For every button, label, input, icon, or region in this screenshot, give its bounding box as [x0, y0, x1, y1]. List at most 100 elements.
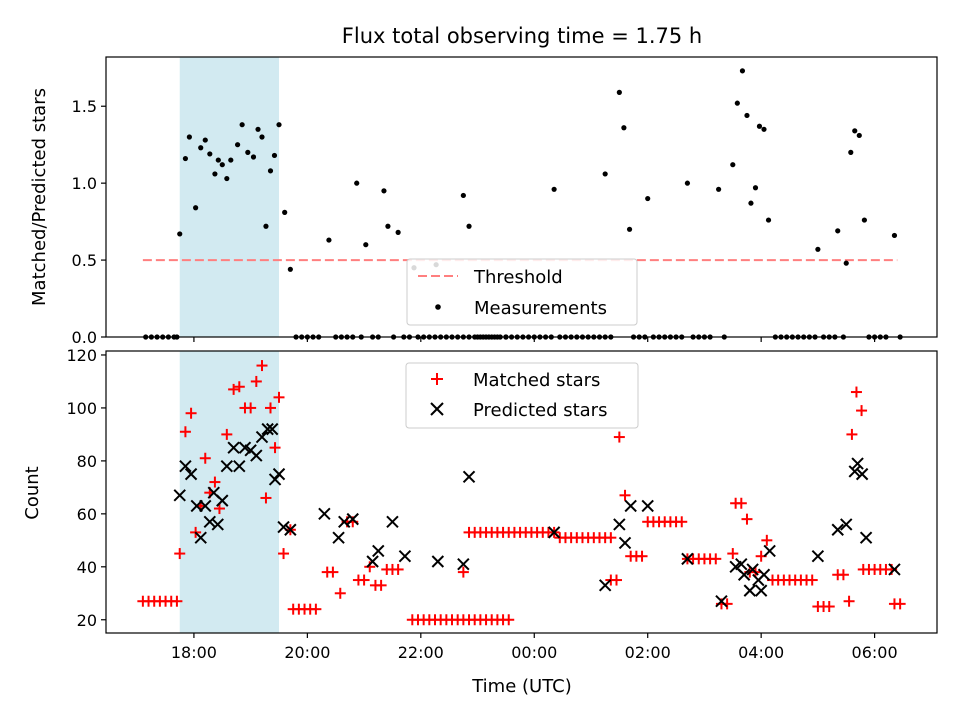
matched-star-point — [273, 391, 285, 403]
predicted-star-point — [272, 467, 286, 481]
top-chart-title: Flux total observing time = 1.75 h — [342, 24, 702, 48]
predicted-star-point — [613, 518, 626, 531]
measurement-point — [186, 134, 192, 140]
matched-star-point — [735, 497, 747, 509]
predicted-star-point — [681, 552, 694, 566]
matched-star-point — [806, 574, 818, 586]
bottom-plot-frame — [105, 350, 938, 634]
predicted-star-point — [598, 579, 612, 592]
measurement-point — [602, 171, 608, 177]
measurement-point — [856, 132, 862, 139]
measurement-point — [734, 100, 740, 106]
measurement-point — [466, 223, 472, 229]
matched-star-point — [823, 601, 835, 613]
matched-star-point — [310, 603, 322, 615]
measurement-point — [263, 223, 269, 229]
measurement-point — [224, 175, 230, 182]
measurement-point — [835, 228, 841, 234]
measurement-point — [848, 149, 854, 155]
matched-star-point — [213, 503, 225, 515]
predicted-star-point — [255, 430, 269, 444]
predicted-star-point — [277, 520, 290, 534]
matched-star-point — [727, 548, 739, 560]
predicted-star-point — [318, 507, 331, 521]
predicted-star-point — [462, 470, 476, 483]
measurement-point — [202, 137, 208, 143]
measurement-point — [460, 192, 466, 199]
predicted-star-point — [227, 441, 240, 454]
predicted-star-point — [624, 499, 637, 513]
x-tick-label: 22:00 — [398, 643, 444, 662]
legend-measurements-label: Measurements — [474, 298, 607, 319]
top-y-axis-label: Matched/Predicted stars — [29, 88, 50, 306]
matched-star-point — [619, 489, 631, 501]
predicted-star-point — [715, 595, 728, 608]
matched-star-point — [636, 550, 648, 562]
measurement-point — [684, 180, 691, 186]
matched-star-point — [846, 428, 858, 440]
predicted-star-point — [754, 584, 768, 597]
measurement-point — [215, 157, 221, 163]
predicted-star-point — [859, 531, 873, 544]
predicted-star-point — [366, 555, 379, 568]
measurement-point — [255, 126, 261, 132]
y-tick-label: 0.5 — [72, 251, 97, 270]
y-tick-label: 120 — [66, 346, 97, 365]
matched-star-point — [856, 405, 868, 417]
predicted-star-point — [216, 494, 229, 507]
legend-matched-swatch — [431, 373, 443, 385]
y-tick-label: 40 — [77, 558, 97, 577]
predicted-star-point — [346, 512, 359, 526]
bottom-legend-box — [405, 362, 639, 429]
x-tick-label: 02:00 — [625, 643, 671, 662]
predicted-star-point — [848, 465, 861, 478]
measurement-point — [748, 200, 754, 206]
measurement-point — [765, 217, 772, 223]
measurement-point — [385, 223, 391, 229]
predicted-star-point — [831, 523, 844, 536]
matched-star-point — [613, 431, 625, 443]
measurement-point — [852, 128, 858, 134]
predicted-star-point — [211, 518, 224, 531]
matched-star-point — [269, 442, 281, 454]
bottom-legend: Matched stars Predicted stars — [405, 362, 639, 429]
measurement-point — [716, 186, 722, 192]
predicted-star-point — [431, 555, 445, 568]
bottom-x-ticks: 18:00 20:00 22:00 00:00 02:00 04:00 06:00 — [171, 633, 898, 662]
matched-star-point — [457, 566, 469, 578]
matched-star-point — [185, 407, 197, 419]
bottom-panel: 20 40 60 80 100 120 18:00 20:00 22:00 00:00 02:00… — [22, 346, 938, 697]
predicted-star-point — [757, 568, 771, 581]
measurement-point — [276, 122, 282, 128]
predicted-star-point — [737, 568, 751, 581]
measurement-point — [326, 237, 332, 243]
matched-star-point — [233, 381, 245, 393]
legend-predicted-label: Predicted stars — [473, 400, 607, 421]
y-tick-label: 100 — [66, 399, 97, 418]
matched-star-point — [375, 579, 387, 591]
measurement-point — [212, 171, 218, 177]
legend-predicted-swatch — [430, 402, 444, 416]
matched-star-point — [245, 402, 257, 414]
measurement-point — [621, 125, 627, 131]
measurement-point — [891, 232, 898, 239]
matched-star-point — [741, 513, 753, 525]
predicted-star-point — [184, 467, 198, 481]
measurement-point — [198, 145, 204, 151]
matched-star-point — [676, 516, 688, 528]
legend-measurements-swatch — [435, 304, 441, 310]
measurement-point — [219, 162, 225, 168]
measurement-point — [287, 266, 293, 272]
matched-star-point — [392, 563, 404, 575]
measurement-point — [843, 260, 849, 266]
bottom-x-axis-label: Time (UTC) — [471, 676, 572, 697]
predicted-star-point — [220, 459, 234, 473]
predicted-star-point — [265, 422, 279, 436]
predicted-star-point — [173, 489, 186, 502]
measurement-point — [234, 142, 241, 148]
top-legend-box — [406, 258, 638, 326]
predicted-star-point — [743, 584, 757, 597]
matched-star-point — [174, 548, 186, 560]
measurement-point — [395, 229, 401, 235]
predicted-star-point — [763, 544, 776, 558]
